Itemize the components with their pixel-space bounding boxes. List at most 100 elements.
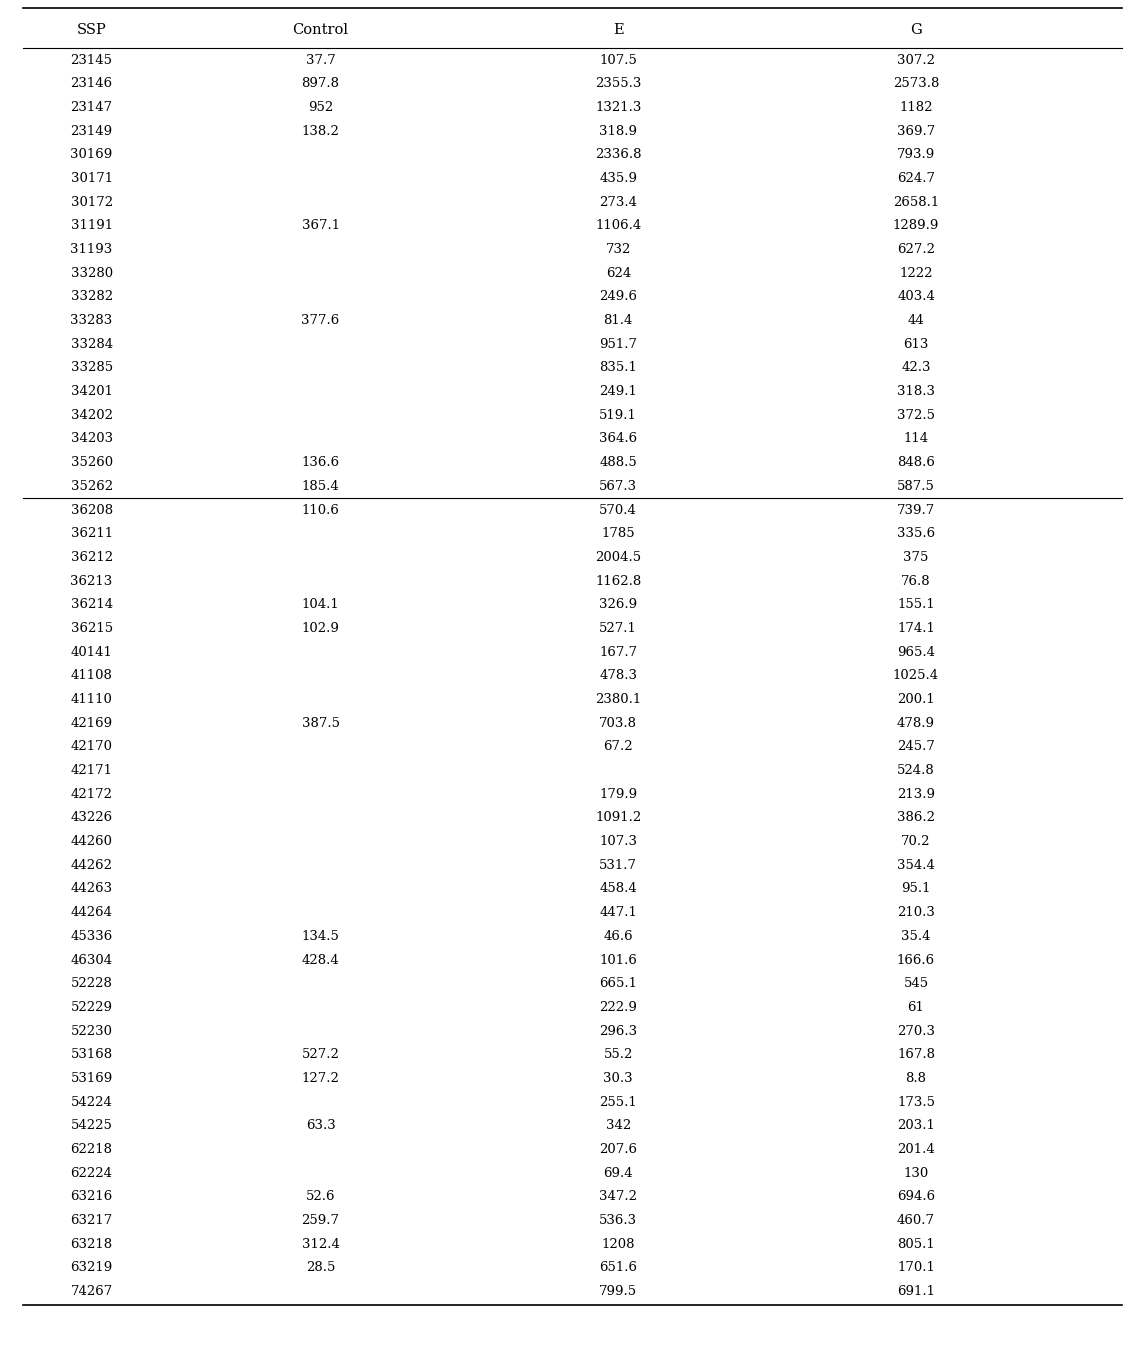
Text: 342: 342 — [606, 1119, 631, 1133]
Text: 527.2: 527.2 — [301, 1048, 340, 1061]
Text: 1289.9: 1289.9 — [893, 220, 939, 232]
Text: 35.4: 35.4 — [901, 930, 931, 943]
Text: 36211: 36211 — [71, 527, 112, 541]
Text: 435.9: 435.9 — [599, 172, 638, 186]
Text: 173.5: 173.5 — [897, 1096, 935, 1108]
Text: 965.4: 965.4 — [897, 646, 935, 659]
Text: 519.1: 519.1 — [599, 408, 638, 422]
Text: 23145: 23145 — [71, 53, 112, 67]
Text: 44264: 44264 — [71, 906, 112, 919]
Text: 62218: 62218 — [71, 1143, 112, 1156]
Text: 1106.4: 1106.4 — [595, 220, 641, 232]
Text: 545: 545 — [903, 977, 929, 990]
Text: 210.3: 210.3 — [897, 906, 935, 919]
Text: 55.2: 55.2 — [603, 1048, 633, 1061]
Text: 52.6: 52.6 — [306, 1190, 335, 1204]
Text: 1091.2: 1091.2 — [595, 811, 641, 824]
Text: 255.1: 255.1 — [600, 1096, 637, 1108]
Text: 53168: 53168 — [71, 1048, 112, 1061]
Text: 54224: 54224 — [71, 1096, 112, 1108]
Text: 53169: 53169 — [71, 1072, 112, 1085]
Text: 179.9: 179.9 — [599, 788, 638, 801]
Text: 805.1: 805.1 — [898, 1238, 934, 1250]
Text: 114: 114 — [903, 433, 929, 445]
Text: 488.5: 488.5 — [600, 456, 637, 470]
Text: 587.5: 587.5 — [897, 480, 935, 493]
Text: 624.7: 624.7 — [897, 172, 935, 186]
Text: 428.4: 428.4 — [302, 954, 339, 966]
Text: 23146: 23146 — [71, 78, 112, 90]
Text: 52229: 52229 — [71, 1001, 112, 1014]
Text: 40141: 40141 — [71, 646, 112, 659]
Text: 524.8: 524.8 — [898, 764, 934, 777]
Text: 799.5: 799.5 — [599, 1284, 638, 1298]
Text: 31191: 31191 — [71, 220, 112, 232]
Text: 70.2: 70.2 — [901, 835, 931, 848]
Text: 28.5: 28.5 — [306, 1261, 335, 1275]
Text: 167.8: 167.8 — [897, 1048, 935, 1061]
Text: 43226: 43226 — [71, 811, 112, 824]
Text: 35260: 35260 — [71, 456, 112, 470]
Text: 386.2: 386.2 — [897, 811, 935, 824]
Text: 1208: 1208 — [601, 1238, 635, 1250]
Text: 2573.8: 2573.8 — [893, 78, 939, 90]
Text: 74267: 74267 — [71, 1284, 112, 1298]
Text: 46304: 46304 — [71, 954, 112, 966]
Text: 259.7: 259.7 — [301, 1213, 340, 1227]
Text: 138.2: 138.2 — [301, 124, 340, 138]
Text: 185.4: 185.4 — [302, 480, 339, 493]
Text: 478.9: 478.9 — [897, 717, 935, 730]
Text: 127.2: 127.2 — [301, 1072, 340, 1085]
Text: 63218: 63218 — [71, 1238, 112, 1250]
Text: 377.6: 377.6 — [301, 314, 340, 328]
Text: 375: 375 — [903, 551, 929, 564]
Text: 30171: 30171 — [71, 172, 112, 186]
Text: 134.5: 134.5 — [301, 930, 340, 943]
Text: 318.9: 318.9 — [599, 124, 638, 138]
Text: 34202: 34202 — [71, 408, 112, 422]
Text: 387.5: 387.5 — [301, 717, 340, 730]
Text: 665.1: 665.1 — [599, 977, 638, 990]
Text: 531.7: 531.7 — [599, 859, 638, 872]
Text: 567.3: 567.3 — [599, 480, 638, 493]
Text: 691.1: 691.1 — [897, 1284, 935, 1298]
Text: 41110: 41110 — [71, 693, 112, 706]
Text: 1162.8: 1162.8 — [595, 575, 641, 587]
Text: 249.1: 249.1 — [599, 385, 638, 399]
Text: 42169: 42169 — [71, 717, 112, 730]
Text: 447.1: 447.1 — [599, 906, 638, 919]
Text: 694.6: 694.6 — [897, 1190, 935, 1204]
Text: 249.6: 249.6 — [599, 291, 638, 303]
Text: 1222: 1222 — [899, 266, 933, 280]
Text: 1321.3: 1321.3 — [595, 101, 641, 113]
Text: 63.3: 63.3 — [306, 1119, 335, 1133]
Text: 36215: 36215 — [71, 622, 112, 635]
Text: 200.1: 200.1 — [898, 693, 934, 706]
Text: 201.4: 201.4 — [898, 1143, 934, 1156]
Text: 570.4: 570.4 — [599, 504, 638, 516]
Text: 136.6: 136.6 — [301, 456, 340, 470]
Text: 52228: 52228 — [71, 977, 112, 990]
Text: 296.3: 296.3 — [599, 1025, 638, 1037]
Text: 102.9: 102.9 — [301, 622, 340, 635]
Text: 54225: 54225 — [71, 1119, 112, 1133]
Text: 897.8: 897.8 — [301, 78, 340, 90]
Text: 37.7: 37.7 — [306, 53, 335, 67]
Text: 35262: 35262 — [71, 480, 112, 493]
Text: 312.4: 312.4 — [301, 1238, 340, 1250]
Text: 403.4: 403.4 — [897, 291, 935, 303]
Text: 335.6: 335.6 — [897, 527, 935, 541]
Text: 372.5: 372.5 — [897, 408, 935, 422]
Text: 222.9: 222.9 — [599, 1001, 638, 1014]
Text: 174.1: 174.1 — [897, 622, 935, 635]
Text: 101.6: 101.6 — [599, 954, 638, 966]
Text: 478.3: 478.3 — [599, 669, 638, 682]
Text: 460.7: 460.7 — [897, 1213, 935, 1227]
Text: 213.9: 213.9 — [897, 788, 935, 801]
Text: 848.6: 848.6 — [897, 456, 935, 470]
Text: 44260: 44260 — [71, 835, 112, 848]
Text: 458.4: 458.4 — [600, 882, 637, 895]
Text: 42171: 42171 — [71, 764, 112, 777]
Text: 624: 624 — [606, 266, 631, 280]
Text: 130: 130 — [903, 1167, 929, 1179]
